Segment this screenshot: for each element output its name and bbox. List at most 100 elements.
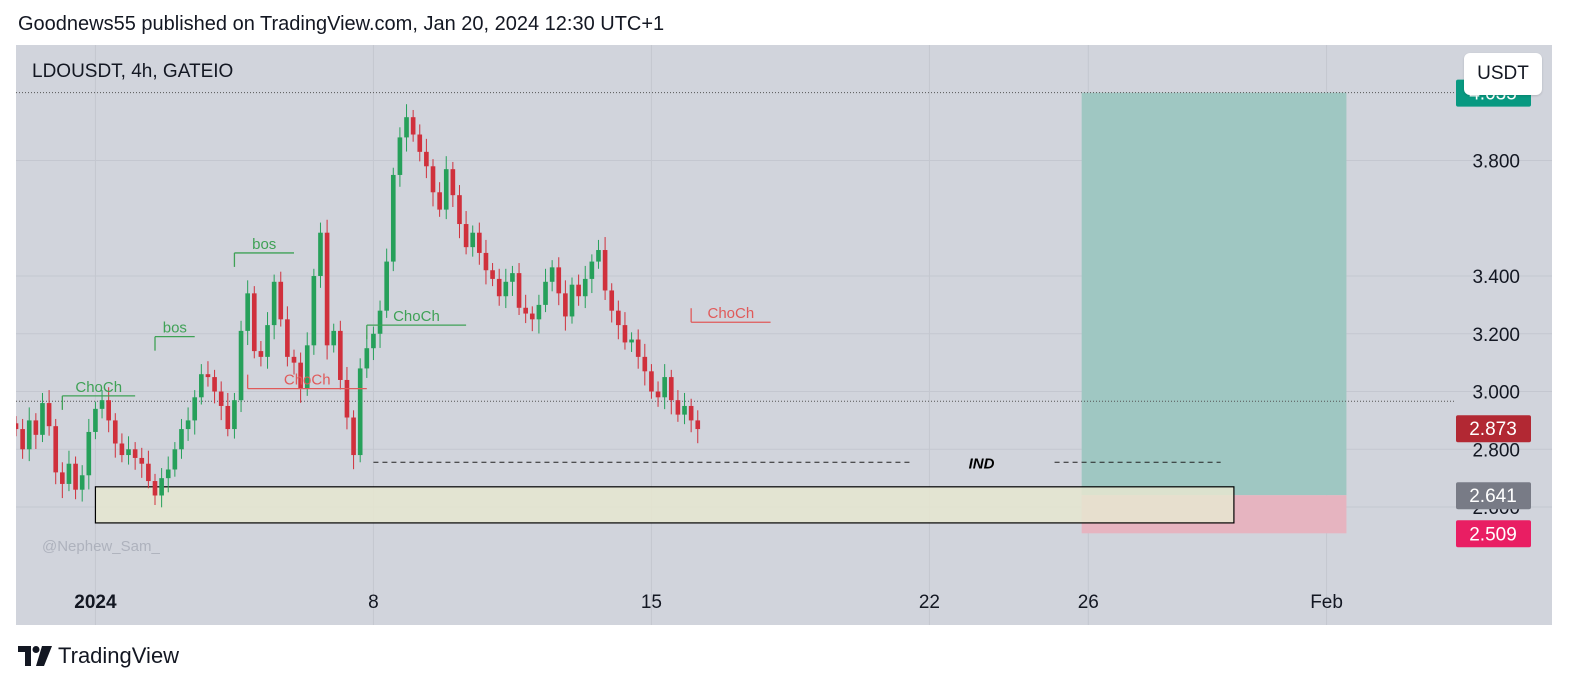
candle-body	[73, 463, 78, 490]
y-tick-label: 3.800	[1472, 152, 1520, 173]
candle-body	[278, 281, 284, 320]
candle-body	[483, 252, 489, 271]
candle-body	[99, 400, 105, 409]
y-tick-label: 3.400	[1472, 267, 1520, 288]
candle-body	[569, 284, 575, 317]
candle-body	[390, 174, 396, 262]
candle-body	[556, 267, 562, 294]
candle-body	[563, 293, 568, 317]
candle-body	[132, 449, 138, 458]
price-chart[interactable]: ChoCh bos bos ChoCh ChoCh ChoCh IND 3.800 3.400 3…	[16, 45, 1552, 625]
candle-body	[364, 348, 370, 369]
annotation-label: ChoCh	[284, 372, 331, 389]
candle-body	[351, 417, 356, 456]
price-badge-label-stop: 2.509	[1469, 524, 1517, 545]
candle-body	[298, 362, 303, 389]
candle-body	[311, 276, 317, 346]
candle-body	[622, 325, 628, 343]
candle-body	[66, 463, 72, 484]
candle-body	[616, 310, 621, 326]
candle-body	[629, 339, 634, 343]
candle-body	[529, 313, 535, 320]
candle-body	[331, 330, 337, 346]
candle-body	[404, 117, 409, 138]
ind-label: IND	[969, 455, 995, 472]
tradingview-logo-icon[interactable]	[18, 646, 52, 666]
candle-body	[410, 117, 416, 135]
price-badge-entry	[1456, 482, 1531, 510]
candle-body	[470, 232, 476, 248]
candle-body	[668, 377, 674, 401]
candle-body	[609, 290, 615, 311]
candle-body	[318, 232, 323, 277]
candle-body	[192, 397, 198, 421]
candle-body	[357, 368, 363, 456]
author-watermark: @Nephew_Sam_	[42, 538, 160, 555]
candle-body	[265, 325, 270, 357]
candle-body	[397, 137, 403, 175]
y-tick-label: 3.200	[1472, 325, 1520, 346]
candle-body	[33, 420, 39, 435]
x-tick-label: 8	[368, 592, 379, 613]
candle-body	[695, 420, 701, 430]
candle-body	[172, 449, 178, 470]
candle-body	[251, 293, 257, 352]
candle-body	[424, 151, 429, 167]
candle-body	[238, 330, 244, 401]
candle-body	[179, 429, 184, 450]
candle-body	[510, 273, 515, 282]
candle-body	[450, 169, 456, 196]
currency-button[interactable]: USDT	[1464, 53, 1542, 95]
candle-body	[338, 330, 343, 380]
candle-body	[199, 374, 204, 398]
candle-body	[16, 423, 19, 430]
x-tick-label: 22	[919, 592, 940, 613]
candle-body	[490, 270, 495, 279]
annotation-label: ChoCh	[75, 379, 122, 396]
candle-body	[688, 405, 694, 421]
candle-body	[437, 192, 442, 210]
x-tick-label: 15	[641, 592, 662, 613]
annotation-label: ChoCh	[708, 305, 755, 322]
candle-body	[79, 475, 85, 490]
candle-body	[86, 431, 92, 476]
candle-body	[126, 449, 131, 456]
candle-body	[112, 420, 118, 444]
candle-body	[635, 339, 641, 357]
candle-body	[232, 400, 237, 430]
annotation-label: ChoCh	[393, 308, 440, 325]
demand-zone	[94, 486, 1235, 524]
footer-brand[interactable]: TradingView	[58, 643, 180, 668]
candle-body	[119, 443, 125, 456]
candle-body	[589, 261, 595, 279]
candle-body	[344, 379, 350, 418]
candle-body	[152, 481, 158, 496]
candle-body	[443, 169, 449, 210]
price-badge-stop	[1456, 520, 1531, 548]
candle-body	[582, 278, 588, 297]
candle-body	[93, 408, 98, 432]
candle-body	[682, 405, 687, 415]
chart-pane[interactable]: ChoCh bos bos ChoCh ChoCh ChoCh IND 3.800 3.400 3…	[16, 45, 1552, 625]
candle-body	[649, 371, 654, 392]
price-badge-label-entry: 2.641	[1469, 486, 1517, 507]
candle-body	[106, 400, 111, 421]
candle-body	[496, 278, 502, 297]
candle-body	[40, 403, 45, 435]
candle-body	[675, 400, 681, 415]
candle-body	[384, 261, 389, 311]
candle-body	[245, 293, 250, 331]
candle-body	[20, 429, 25, 450]
candle-body	[205, 374, 211, 378]
candle-body	[271, 281, 277, 326]
candle-body	[225, 405, 231, 430]
candle-body	[212, 377, 217, 392]
candle-body	[371, 333, 376, 349]
candle-body	[457, 195, 462, 225]
x-tick-label: 2024	[74, 592, 117, 613]
candle-body	[477, 232, 482, 253]
footer: TradingView	[18, 643, 179, 669]
candle-body	[523, 307, 528, 314]
candle-body	[218, 391, 224, 406]
candle-body	[655, 391, 661, 398]
